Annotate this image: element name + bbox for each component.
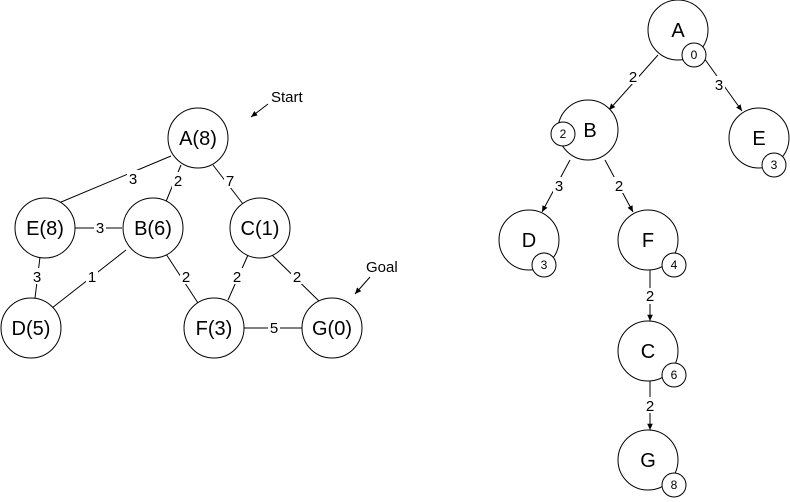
graph-node-f: F(3) <box>183 297 245 359</box>
graph-node-b-label: B(6) <box>134 218 172 240</box>
tree-weights: 2 3 3 2 2 2 <box>553 68 725 415</box>
tree-node-g-label: G <box>640 450 656 472</box>
tree-node-c: C 6 <box>617 320 687 388</box>
tree-node-f-cost: 4 <box>671 258 678 272</box>
graph-node-a: A(8) <box>167 107 229 169</box>
tree-node-c-cost: 6 <box>671 368 678 382</box>
weight-label-e-d: 3 <box>33 269 41 286</box>
tree-node-f-label: F <box>642 230 654 252</box>
graph-node-f-label: F(3) <box>196 318 233 340</box>
tree-weight-a-e: 3 <box>715 77 723 94</box>
search-graph: 3 2 7 3 3 1 2 2 2 5 A(8) E(8) <box>0 89 398 359</box>
graph-node-g-label: G(0) <box>312 318 352 340</box>
graph-node-e-label: E(8) <box>26 218 64 240</box>
tree-node-d-cost: 3 <box>541 258 548 272</box>
weight-label-a-b: 2 <box>174 173 182 190</box>
search-tree: 2 3 3 2 2 2 A 0 B 2 E <box>498 0 790 498</box>
tree-weight-b-d: 3 <box>555 178 563 195</box>
tree-node-d: D 3 <box>498 209 560 278</box>
graph-node-g: G(0) <box>301 297 363 359</box>
tree-node-a: A 0 <box>647 0 709 68</box>
graph-node-e: E(8) <box>14 197 76 259</box>
goal-label: Goal <box>366 259 398 276</box>
graph-node-d: D(5) <box>0 297 62 359</box>
weight-label-f-g: 5 <box>270 320 278 337</box>
weight-label-c-g: 2 <box>293 269 301 286</box>
start-arrow <box>250 103 269 118</box>
tree-node-g: G 8 <box>617 429 687 498</box>
graph-weights: 3 2 7 3 3 1 2 2 2 5 <box>31 170 303 337</box>
tree-node-d-label: D <box>522 230 536 252</box>
tree-node-f-cost-badge <box>661 252 687 278</box>
weight-label-b-f: 2 <box>182 269 190 286</box>
tree-node-g-cost-badge <box>661 472 687 498</box>
tree-node-e: E 3 <box>728 107 790 178</box>
tree-node-a-cost-badge <box>681 42 707 68</box>
weight-label-e-b: 3 <box>96 220 104 237</box>
tree-node-e-cost: 3 <box>771 158 778 172</box>
tree-node-b: B 2 <box>550 99 619 161</box>
tree-node-a-cost: 0 <box>691 48 698 62</box>
graph-node-d-label: D(5) <box>12 318 51 340</box>
tree-node-c-label: C <box>641 341 655 363</box>
tree-weight-f-c: 2 <box>646 288 654 305</box>
tree-node-b-label: B <box>583 120 596 142</box>
graph-node-a-label: A(8) <box>179 128 217 150</box>
tree-node-a-label: A <box>671 20 685 42</box>
weight-label-a-e: 3 <box>129 171 137 188</box>
tree-node-c-cost-badge <box>661 362 687 388</box>
tree-node-b-cost-badge <box>550 121 576 147</box>
weight-label-a-c: 7 <box>226 173 234 190</box>
weight-label-c-f: 2 <box>233 269 241 286</box>
graph-node-b: B(6) <box>122 197 184 259</box>
goal-arrow <box>354 276 371 295</box>
tree-node-b-cost: 2 <box>560 127 567 141</box>
graph-node-c: C(1) <box>229 197 291 259</box>
tree-node-e-cost-badge <box>761 152 787 178</box>
graph-edge-a-e <box>41 155 172 211</box>
tree-weight-a-b: 2 <box>629 69 637 86</box>
tree-weight-b-f: 2 <box>615 178 623 195</box>
tree-node-e-label: E <box>752 128 765 150</box>
tree-weight-c-g: 2 <box>646 398 654 415</box>
start-label: Start <box>271 89 304 106</box>
tree-node-f: F 4 <box>617 209 687 278</box>
tree-node-d-cost-badge <box>531 252 557 278</box>
weight-label-b-d: 1 <box>88 269 96 286</box>
graph-node-c-label: C(1) <box>241 218 280 240</box>
tree-node-g-cost: 8 <box>671 478 678 492</box>
